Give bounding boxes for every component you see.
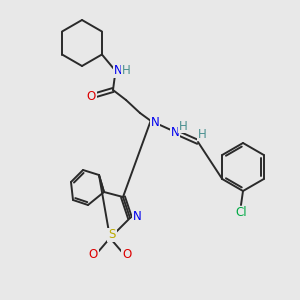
Text: Cl: Cl <box>235 206 247 220</box>
Text: H: H <box>198 128 206 140</box>
Text: N: N <box>151 116 159 130</box>
Text: N: N <box>171 125 179 139</box>
Text: H: H <box>122 64 130 77</box>
Text: N: N <box>114 64 122 77</box>
Text: O: O <box>86 89 96 103</box>
Text: O: O <box>122 248 132 262</box>
Text: S: S <box>108 229 116 242</box>
Text: N: N <box>133 209 141 223</box>
Text: H: H <box>178 119 188 133</box>
Text: O: O <box>88 248 98 262</box>
